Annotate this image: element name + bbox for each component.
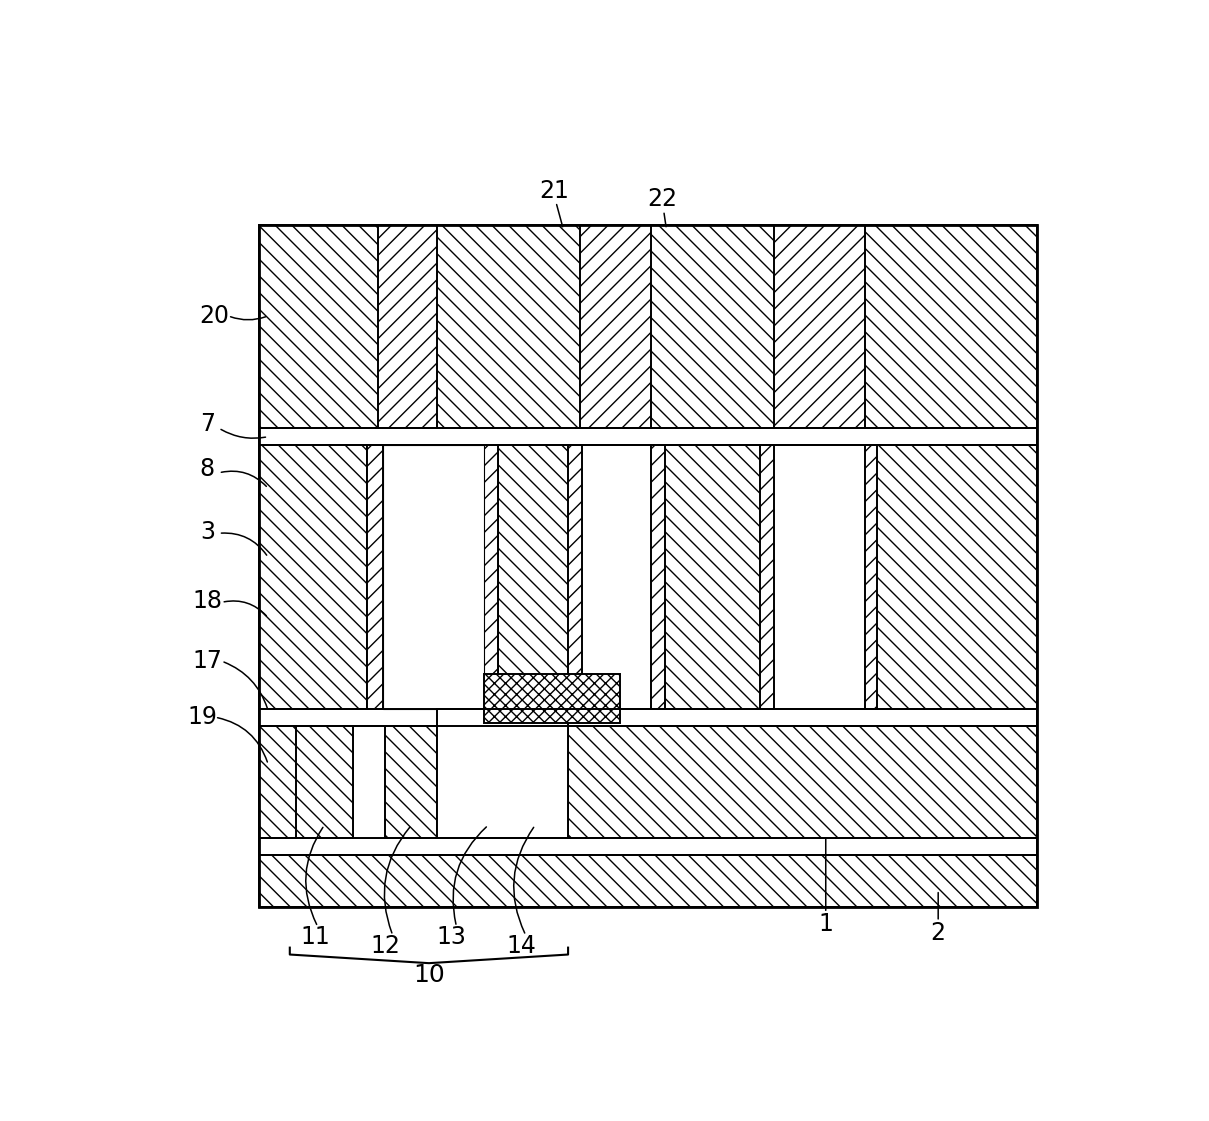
Text: 12: 12	[370, 934, 400, 958]
Text: 1: 1	[818, 912, 833, 936]
Text: 11: 11	[300, 925, 330, 949]
Bar	[386, 725, 436, 839]
Bar	[484, 674, 620, 723]
Text: 13: 13	[436, 925, 465, 949]
Bar	[259, 725, 1036, 839]
Bar	[383, 445, 484, 708]
Bar	[259, 839, 1036, 855]
Bar	[259, 708, 1036, 725]
Bar	[436, 708, 568, 839]
Bar	[583, 445, 652, 708]
Bar	[484, 725, 568, 839]
Text: 2: 2	[931, 921, 945, 945]
Bar	[580, 225, 652, 428]
Bar	[760, 445, 878, 708]
Bar	[353, 725, 386, 839]
Bar	[366, 445, 498, 708]
Text: 7: 7	[199, 411, 215, 436]
Bar	[259, 428, 1036, 445]
Text: 18: 18	[192, 589, 222, 613]
Bar	[774, 445, 866, 708]
Bar	[259, 225, 1036, 428]
Text: 10: 10	[413, 963, 445, 988]
Bar	[436, 725, 484, 839]
Text: 17: 17	[192, 649, 222, 673]
Bar	[259, 445, 1036, 708]
Text: 20: 20	[199, 304, 229, 327]
Bar	[568, 445, 665, 708]
Bar	[366, 445, 498, 708]
Bar	[296, 725, 353, 839]
Text: 14: 14	[507, 934, 536, 958]
Bar	[774, 225, 866, 428]
Bar	[378, 225, 436, 428]
Text: 3: 3	[199, 519, 215, 544]
Bar	[259, 855, 1036, 907]
Text: 19: 19	[187, 705, 218, 729]
Text: 21: 21	[539, 178, 569, 203]
Text: 22: 22	[647, 187, 677, 211]
Bar	[383, 445, 484, 708]
Bar	[259, 225, 1036, 907]
Text: 8: 8	[199, 457, 215, 481]
